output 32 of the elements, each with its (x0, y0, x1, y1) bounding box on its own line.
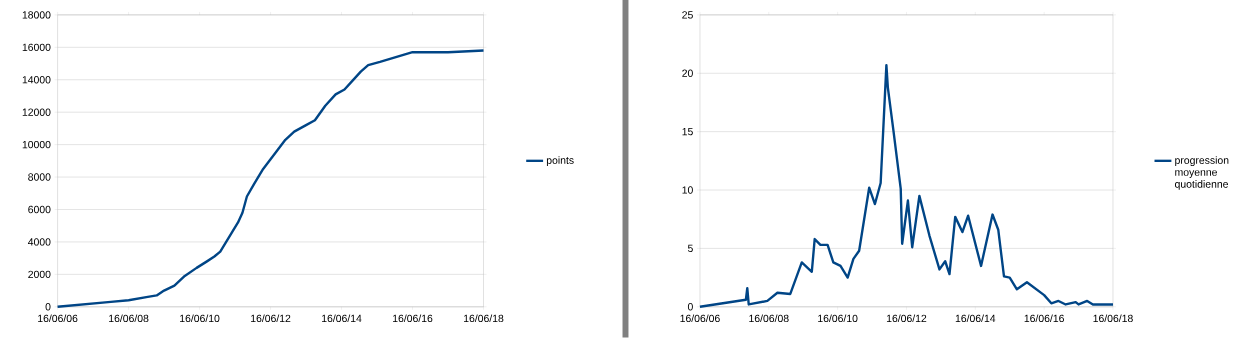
x-tick-label: 16/06/16 (393, 314, 433, 323)
x-tick-label: 16/06/14 (322, 314, 362, 323)
x-tick-label: 16/06/18 (464, 314, 504, 323)
y-tick-label: 15 (682, 128, 693, 136)
x-tick-label: 16/06/18 (1093, 314, 1133, 323)
y-tick-label: 25 (682, 11, 693, 19)
x-tick-label: 16/06/10 (818, 314, 858, 323)
x-tick-label: 16/06/08 (109, 314, 149, 323)
legend-label: points (546, 156, 574, 167)
y-tick-label: 0 (45, 303, 51, 311)
y-tick-label: 0 (687, 303, 693, 311)
y-tick-label: 18000 (22, 11, 51, 19)
y-tick-label: 14000 (22, 76, 51, 84)
x-tick-label: 16/06/16 (1024, 314, 1064, 323)
y-tick-label: 10000 (22, 141, 51, 149)
x-tick-label: 16/06/06 (680, 314, 720, 323)
y-tick-label: 12000 (22, 108, 51, 117)
x-tick-label: 16/06/06 (38, 314, 78, 323)
y-tick-label: 20 (682, 69, 693, 78)
x-tick-label: 16/06/14 (955, 314, 996, 323)
y-tick-label: 5 (687, 244, 693, 253)
y-tick-label: 8000 (28, 173, 51, 181)
x-tick-label: 16/06/08 (749, 314, 789, 323)
x-tick-label: 16/06/10 (180, 314, 220, 323)
y-tick-label: 16000 (22, 43, 51, 52)
y-tick-label: 10 (682, 186, 693, 194)
x-tick-label: 16/06/12 (886, 314, 927, 323)
legend-label: progression moyenne quotidienne (1175, 156, 1229, 191)
y-tick-label: 6000 (28, 206, 51, 214)
y-tick-label: 4000 (27, 238, 51, 246)
y-tick-label: 2000 (28, 270, 51, 279)
x-tick-label: 16/06/12 (251, 314, 291, 323)
